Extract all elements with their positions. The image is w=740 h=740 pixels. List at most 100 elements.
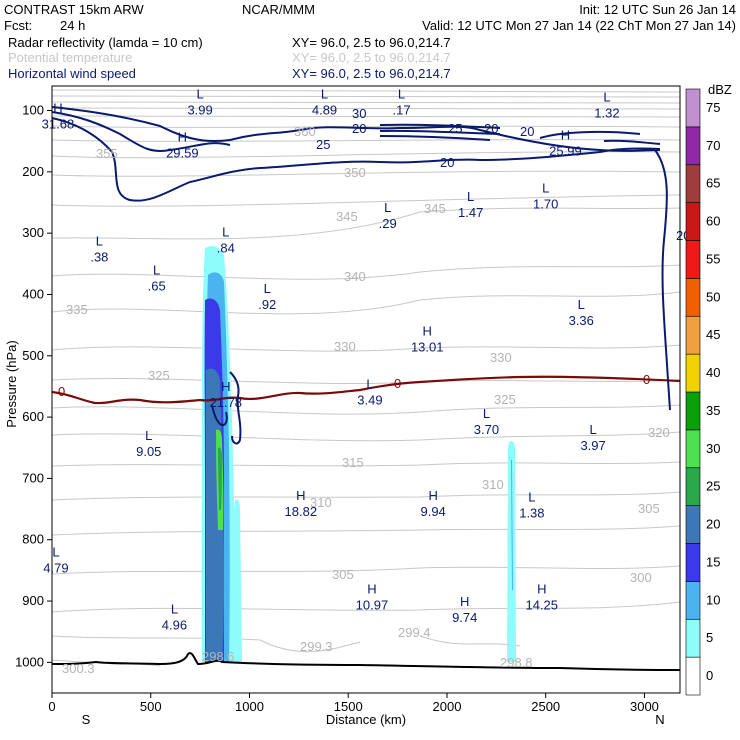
theta-label: 299.3 — [300, 639, 333, 654]
y-axis: 100 200 300 400 500 600 700 800 900 1000 — [15, 103, 52, 669]
extremum-value: .29 — [379, 216, 397, 231]
y-tick-label: 600 — [22, 409, 44, 424]
theta-label: 299.4 — [398, 625, 431, 640]
high-marker: H — [460, 594, 469, 609]
colorbar-label: 5 — [706, 630, 713, 645]
extremum-value: 3.36 — [569, 313, 594, 328]
high-marker: H — [561, 128, 570, 143]
low-marker: L — [196, 86, 203, 101]
x-tick-label: 1000 — [235, 699, 264, 714]
theta-label: 340 — [344, 269, 366, 284]
extremum-value: 4.79 — [43, 560, 68, 575]
y-axis-title: Pressure (hPa) — [4, 340, 19, 427]
colorbar-label: 65 — [706, 176, 720, 191]
field-xy-wind: XY= 96.0, 2.5 to 96.0,214.7 — [292, 66, 451, 81]
extremum-value: 3.70 — [474, 422, 499, 437]
theta-label: 310 — [310, 495, 332, 510]
colorbar-swatch — [685, 353, 701, 393]
colorbar-swatch — [685, 202, 701, 241]
low-marker: L — [578, 297, 585, 312]
colorbar-swatch — [685, 164, 701, 203]
theta-label: 298.6 — [202, 649, 235, 664]
extremum-value: 14.25 — [525, 597, 558, 612]
high-marker: H — [428, 488, 437, 503]
y-tick-label: 300 — [22, 225, 44, 240]
low-marker: L — [483, 406, 490, 421]
plot-area — [51, 89, 681, 671]
colorbar-label: 60 — [706, 214, 720, 229]
y-tick-label: 700 — [22, 470, 44, 485]
x-tick-label: 0 — [48, 699, 55, 714]
high-marker: H — [296, 488, 305, 503]
colorbar-swatch — [685, 391, 701, 431]
extremum-value: 9.74 — [452, 610, 477, 625]
colorbar-swatch — [685, 543, 701, 582]
colorbar-swatch — [685, 656, 701, 696]
low-marker: L — [467, 189, 474, 204]
high-marker: H — [178, 129, 187, 144]
colorbar-label: 70 — [706, 138, 720, 153]
theta-label: 330 — [490, 350, 512, 365]
colorbar-label: 75 — [706, 100, 720, 115]
reflectivity-shading — [201, 246, 516, 662]
colorbar-label: 15 — [706, 554, 720, 569]
y-tick-label: 500 — [22, 348, 44, 363]
extremum-value: .38 — [90, 250, 108, 265]
field-name-theta: Potential temperature — [8, 50, 132, 65]
x-tick-label: 3000 — [630, 699, 659, 714]
colorbar: 0 5 10 15 20 25 30 35 40 45 50 55 60 65 70 75 — [685, 88, 720, 696]
colorbar-label: 25 — [706, 479, 720, 494]
theta-label: 300 — [630, 570, 652, 585]
low-marker: L — [366, 376, 373, 391]
low-marker: L — [52, 544, 59, 559]
high-marker: H — [423, 324, 432, 339]
model-title: CONTRAST 15km ARW — [4, 2, 144, 17]
colorbar-swatch — [685, 429, 701, 469]
extremum-value: 29.59 — [166, 145, 199, 160]
y-tick-label: 900 — [22, 593, 44, 608]
extremum-value: .92 — [258, 297, 276, 312]
init-time: Init: 12 UTC Sun 26 Jan 14 — [579, 2, 736, 17]
center-title: NCAR/MMM — [242, 2, 315, 17]
high-marker: H — [537, 581, 546, 596]
wind-label: 20 — [484, 121, 498, 136]
y-tick-label: 100 — [22, 103, 44, 118]
colorbar-label: 0 — [706, 668, 713, 683]
low-marker: L — [528, 489, 535, 504]
colorbar-label: 40 — [706, 365, 720, 380]
extrema-labels: L3.99L4.89L.17L1.32H31.68H29.59H25.99L.2… — [42, 86, 620, 632]
colorbar-swatch — [685, 467, 701, 506]
extremum-value: 9.05 — [136, 444, 161, 459]
theta-label: 335 — [66, 302, 88, 317]
field-xy-theta: XY= 96.0, 2.5 to 96.0,214.7 — [292, 50, 451, 65]
plot-frame — [51, 85, 681, 694]
extremum-value: 18.82 — [285, 504, 318, 519]
low-marker: L — [222, 224, 229, 239]
theta-label: 345 — [424, 201, 446, 216]
theta-label: 298.8 — [500, 655, 533, 670]
colorbar-swatch — [685, 88, 701, 128]
y-tick-label: 1000 — [15, 654, 44, 669]
extremum-value: 1.38 — [519, 505, 544, 520]
extremum-value: 1.70 — [533, 196, 558, 211]
theta-label: 330 — [334, 339, 356, 354]
theta-label: 360 — [294, 124, 316, 139]
theta-label: 300.3 — [62, 661, 95, 676]
isotherm-label: 0 — [643, 372, 650, 387]
extremum-value: 1.47 — [458, 205, 483, 220]
x-axis: 0 500 1000 1500 2000 2500 3000 — [48, 693, 659, 714]
colorbar-label: 30 — [706, 441, 720, 456]
colorbar-label: 20 — [706, 517, 720, 532]
colorbar-label: 55 — [706, 251, 720, 266]
x-tick-label: 500 — [140, 699, 162, 714]
colorbar-label: 45 — [706, 327, 720, 342]
high-marker: H — [367, 581, 376, 596]
colorbar-swatch — [685, 126, 701, 166]
low-marker: L — [589, 422, 596, 437]
x-axis-north-label: N — [655, 712, 664, 727]
field-name-wind: Horizontal wind speed — [8, 66, 136, 81]
y-tick-label: 800 — [22, 532, 44, 547]
x-axis-south-label: S — [82, 712, 91, 727]
extremum-value: 31.68 — [42, 117, 75, 132]
theta-label: 350 — [344, 165, 366, 180]
